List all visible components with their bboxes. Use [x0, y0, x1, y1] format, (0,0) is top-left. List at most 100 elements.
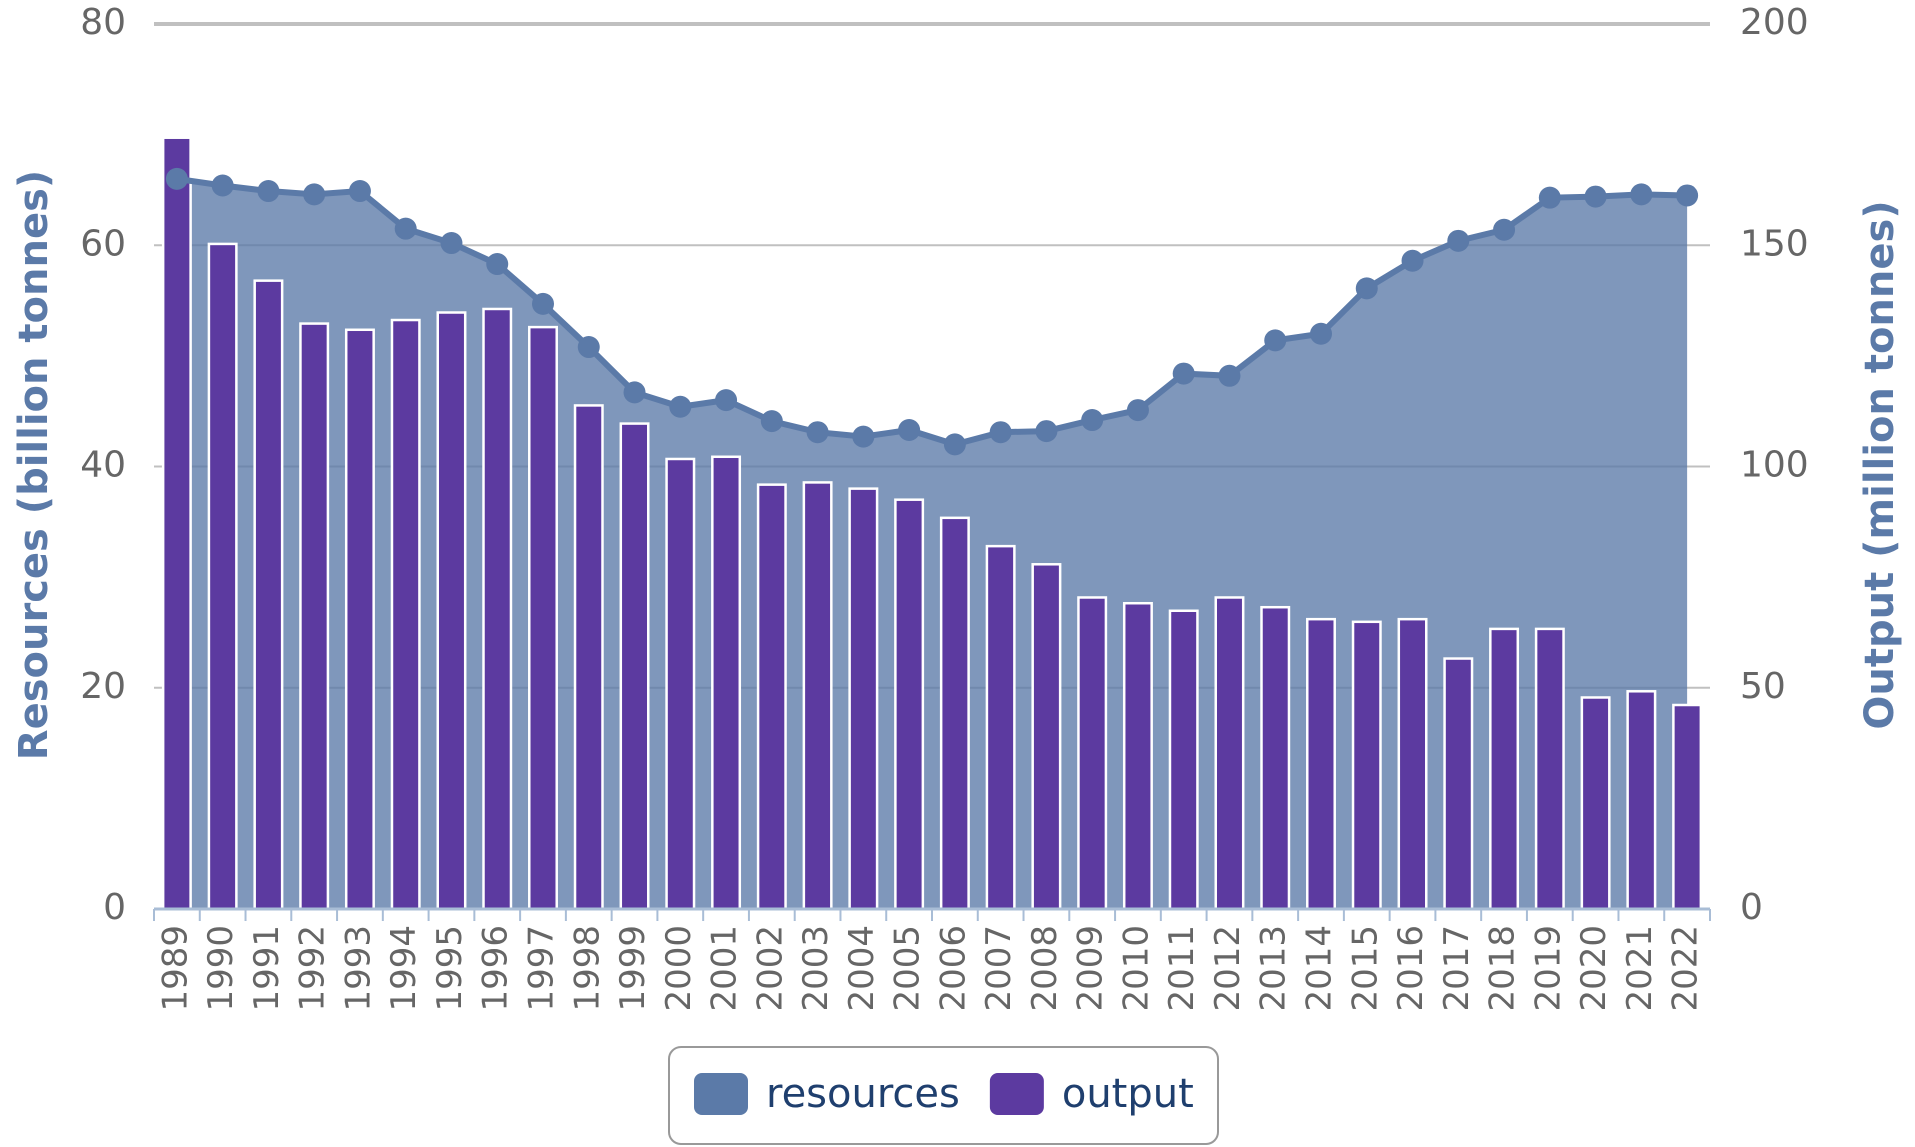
- marker: [1355, 277, 1378, 300]
- bar: [436, 311, 467, 911]
- x-tick-label: 1992: [293, 925, 333, 1012]
- x-tick-label: 2006: [933, 925, 973, 1012]
- bar: [1443, 657, 1474, 911]
- marker: [440, 232, 463, 255]
- marker: [943, 433, 966, 456]
- x-tick-label: 2012: [1208, 925, 1248, 1012]
- bar: [207, 242, 238, 911]
- y-tick-label: 20: [80, 666, 126, 707]
- bar: [1077, 596, 1108, 911]
- y2-axis-title: Output (million tonnes): [1857, 200, 1903, 729]
- bar: [1580, 696, 1611, 911]
- marker: [852, 425, 875, 448]
- bar: [253, 279, 284, 911]
- legend-label: output: [1062, 1071, 1194, 1117]
- marker: [257, 180, 280, 203]
- line: [176, 175, 1688, 448]
- bar: [848, 487, 879, 911]
- bar: [802, 481, 833, 911]
- bar: [894, 498, 925, 911]
- x-tick-label: 1994: [384, 925, 424, 1012]
- bar: [756, 483, 787, 911]
- y-axis-title: Resources (billion tonnes): [11, 170, 57, 760]
- marker: [486, 253, 509, 276]
- marker: [1630, 183, 1653, 206]
- x-tick-label: 1997: [522, 925, 562, 1012]
- bar: [1031, 563, 1062, 911]
- x-tick-label: 2000: [659, 925, 699, 1012]
- bar: [344, 328, 375, 911]
- marker: [1035, 420, 1058, 443]
- x-tick-label: 2009: [1071, 925, 1111, 1012]
- y-tick-label: 0: [103, 887, 126, 928]
- x-tick-label: 2016: [1391, 925, 1431, 1012]
- x-tick-label: 2019: [1528, 925, 1568, 1012]
- x-tick-label: 2017: [1437, 925, 1477, 1012]
- marker: [1264, 329, 1287, 352]
- bar: [528, 325, 558, 911]
- x-tick-label: 2010: [1116, 925, 1156, 1012]
- marker: [1401, 249, 1424, 272]
- bar: [482, 307, 513, 911]
- bar: [1351, 620, 1382, 911]
- x-tick-label: 2014: [1300, 925, 1340, 1012]
- bar: [939, 516, 970, 911]
- x-tick-label: 2008: [1025, 925, 1065, 1012]
- x-tick-label: 2005: [888, 925, 928, 1012]
- marker: [760, 410, 783, 433]
- marker: [1676, 184, 1699, 207]
- x-tick-label: 1991: [247, 925, 287, 1012]
- legend-swatch: [989, 1073, 1044, 1115]
- bar: [1168, 609, 1199, 911]
- x-tick-label: 1999: [613, 925, 653, 1012]
- marker: [348, 180, 371, 203]
- bar: [1672, 703, 1703, 911]
- bar: [1626, 690, 1657, 911]
- marker: [898, 418, 921, 441]
- marker: [577, 336, 600, 359]
- bar: [711, 455, 742, 911]
- x-tick-label: 1995: [430, 925, 470, 1012]
- x-tick-label: 2001: [705, 925, 745, 1012]
- marker: [623, 381, 646, 404]
- x-tick-label: 2015: [1345, 925, 1385, 1012]
- bar: [390, 318, 421, 911]
- x-tick-label: 2003: [796, 925, 836, 1012]
- bar: [1260, 605, 1291, 911]
- y2-tick-label: 200: [1740, 2, 1809, 43]
- y-tick-label: 60: [80, 223, 126, 264]
- bar: [1306, 617, 1336, 911]
- x-tick-label: 1990: [201, 925, 241, 1012]
- x-tick-label: 2013: [1254, 925, 1294, 1012]
- y-tick-label: 40: [80, 445, 126, 486]
- x-tick-label: 1996: [476, 925, 516, 1012]
- marker: [1447, 229, 1470, 252]
- marker: [1493, 218, 1516, 241]
- bar: [573, 404, 604, 911]
- x-tick-label: 1989: [155, 925, 195, 1012]
- marker: [1310, 322, 1332, 345]
- marker: [1172, 362, 1195, 385]
- bar: [1489, 627, 1520, 911]
- marker: [1538, 186, 1561, 209]
- bar: [161, 136, 192, 911]
- bar: [1534, 627, 1565, 911]
- y-tick-label: 80: [80, 2, 126, 43]
- y2-tick-label: 50: [1740, 666, 1786, 707]
- x-tick-label: 2002: [750, 925, 790, 1012]
- marker: [1081, 409, 1104, 432]
- legend-swatch: [694, 1073, 748, 1115]
- marker: [806, 421, 829, 444]
- marker: [165, 167, 188, 190]
- bar: [985, 544, 1016, 911]
- bar: [665, 457, 696, 911]
- x-tick-label: 2020: [1574, 925, 1614, 1012]
- legend-box: [668, 1046, 1219, 1145]
- bar: [299, 322, 330, 911]
- legend-label: resources: [766, 1071, 960, 1117]
- x-tick-label: 2018: [1483, 925, 1523, 1012]
- marker: [532, 292, 554, 315]
- y2-tick-label: 150: [1740, 223, 1809, 264]
- x-tick-label: 2011: [1162, 925, 1202, 1012]
